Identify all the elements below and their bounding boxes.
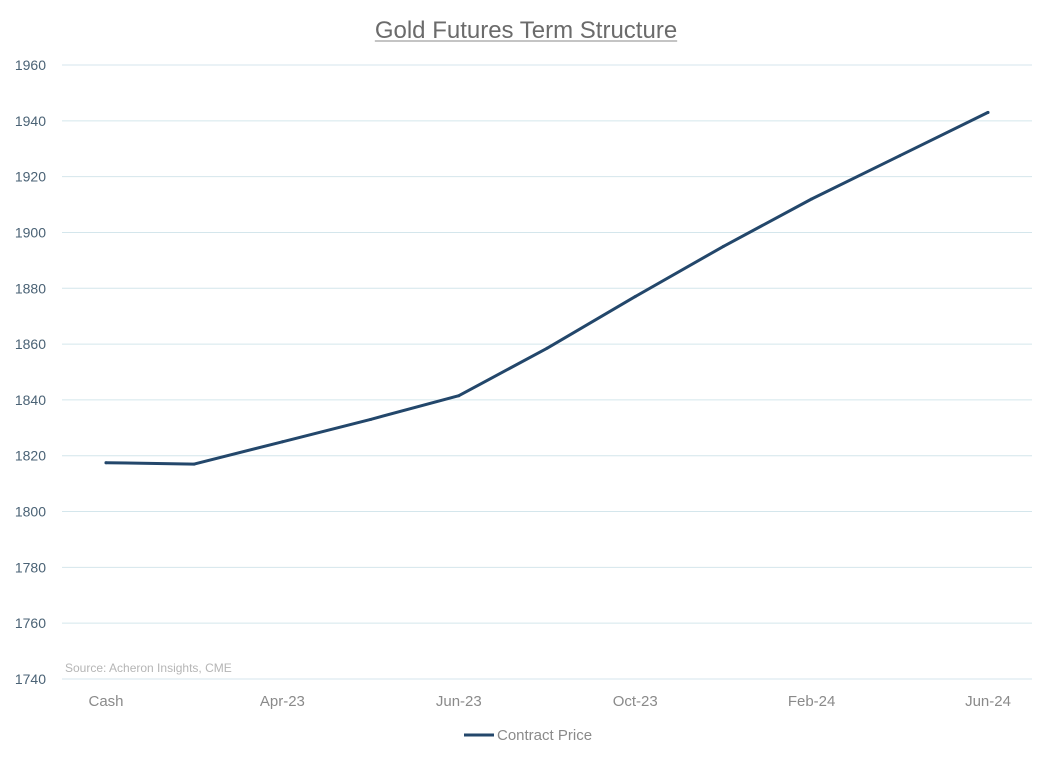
series-group [104,110,990,466]
y-tick-label: 1920 [15,169,46,185]
y-tick-label: 1760 [15,615,46,631]
x-tick-label: Apr-23 [260,693,305,710]
legend: Contract Price [464,727,592,744]
y-tick-label: 1780 [15,559,46,575]
y-axis-ticks: 1740 1760 1780 1800 1820 1840 1860 1880 1900 1920… [15,57,46,687]
x-tick-label: Cash [88,693,123,710]
chart-title: Gold Futures Term Structure [375,17,677,44]
x-tick-label: Oct-23 [613,693,658,710]
data-point [104,461,108,465]
y-tick-label: 1840 [15,392,46,408]
data-point [898,154,902,158]
legend-label-contract-price: Contract Price [497,727,592,744]
data-point [633,295,637,299]
data-point [721,244,725,248]
y-tick-label: 1860 [15,336,46,352]
data-point [280,440,284,444]
y-tick-label: 1820 [15,448,46,464]
data-point [192,462,196,466]
y-tick-label: 1880 [15,280,46,296]
x-tick-label: Jun-23 [436,693,482,710]
gridlines [62,64,1032,680]
x-tick-label: Jun-24 [965,693,1011,710]
data-point [545,346,549,350]
y-tick-label: 1740 [15,671,46,687]
y-tick-label: 1900 [15,224,46,240]
data-point [986,110,990,114]
data-point [457,394,461,398]
y-tick-label: 1940 [15,113,46,129]
y-tick-label: 1800 [15,504,46,520]
source-note: Source: Acheron Insights, CME [65,661,232,675]
x-tick-label: Feb-24 [788,693,836,710]
data-point [810,197,814,201]
x-axis-ticks: Cash Apr-23 Jun-23 Oct-23 Feb-24 Jun-24 [88,693,1010,710]
data-point [369,417,373,421]
y-tick-label: 1960 [15,57,46,73]
